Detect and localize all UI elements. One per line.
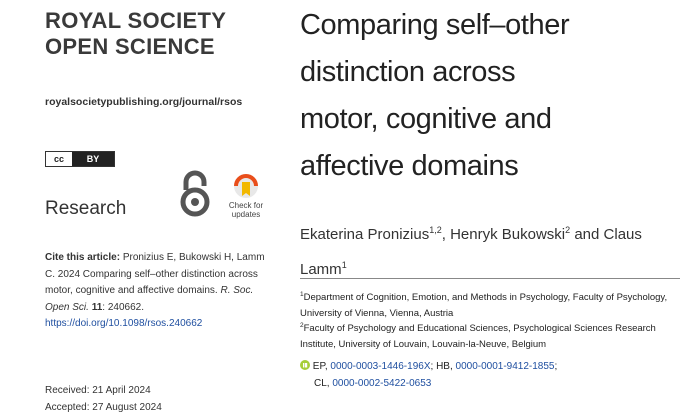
affiliation: 2Faculty of Psychology and Educational S… <box>300 318 670 353</box>
affil-text: Faculty of Psychology and Educational Sc… <box>300 323 656 351</box>
check-updates-line: updates <box>231 210 261 219</box>
license-by: BY <box>72 152 114 166</box>
author-sep: and <box>574 226 600 243</box>
check-updates-label[interactable]: Check for updates <box>222 201 270 219</box>
citation-volume: 11 <box>91 301 103 313</box>
dates: Received: 21 April 2024 Accepted: 27 Aug… <box>45 382 162 416</box>
orcid-id[interactable]: 0000-0002-5422-0653 <box>332 378 432 389</box>
author-name: Claus Lamm <box>300 226 642 278</box>
author-name: Ekaterina Pronizius <box>300 226 430 243</box>
journal-name: ROYAL SOCIETY <box>45 8 227 33</box>
affil-number: 2 <box>300 322 304 329</box>
author-affil: 1 <box>341 260 347 270</box>
orcid-initials: EP, <box>312 361 328 372</box>
received-date: Received: 21 April 2024 <box>45 385 151 396</box>
check-updates-icon[interactable] <box>230 172 262 200</box>
section-label: Research <box>45 198 127 219</box>
orcid-initials: CL, <box>314 378 330 389</box>
citation-article: : 240662. <box>102 301 144 313</box>
orcid-sep: ; <box>554 361 558 372</box>
affil-number: 1 <box>300 291 304 298</box>
citation-doi[interactable]: https://doi.org/10.1098/rsos.240662 <box>45 318 203 329</box>
citation: Cite this article: Pronizius E, Bukowski… <box>45 250 277 333</box>
journal-name: OPEN SCIENCE <box>45 34 215 59</box>
orcid-id[interactable]: 0000-0001-9412-1855 <box>455 361 555 372</box>
license-badge[interactable]: cc BY <box>45 151 115 167</box>
license-cc: cc <box>46 152 72 166</box>
orcid-initials: HB, <box>436 361 453 372</box>
affil-text: Department of Cognition, Emotion, and Me… <box>300 292 668 320</box>
authors: Ekaterina Pronizius1,2, Henryk Bukowski2… <box>300 215 660 285</box>
check-updates-line: Check for <box>228 201 264 210</box>
orcid-sep: ; <box>430 361 434 372</box>
citation-text: Pronizius E, Bukowski H, Lamm C. 2024 Co… <box>45 252 265 296</box>
orcid-id[interactable]: 0000-0003-1446-196X <box>330 361 431 372</box>
citation-journal: R. Soc. Open Sci. <box>45 285 254 313</box>
author-name: Henryk Bukowski <box>450 226 566 243</box>
affiliation: 1Department of Cognition, Emotion, and M… <box>300 287 670 322</box>
author-affil: 2 <box>565 225 571 235</box>
orcid-icon <box>300 360 310 370</box>
orcids: EP, 0000-0003-1446-196X; HB, 0000-0001-9… <box>300 358 600 392</box>
author-sep: , <box>441 226 446 243</box>
author-affil: 1,2 <box>429 225 442 235</box>
open-access-icon <box>180 170 210 217</box>
article-title: Comparing self–other distinction across … <box>300 9 570 182</box>
citation-label: Cite this article: <box>45 252 121 263</box>
journal-url[interactable]: royalsocietypublishing.org/journal/rsos <box>45 96 243 108</box>
divider <box>300 278 680 279</box>
